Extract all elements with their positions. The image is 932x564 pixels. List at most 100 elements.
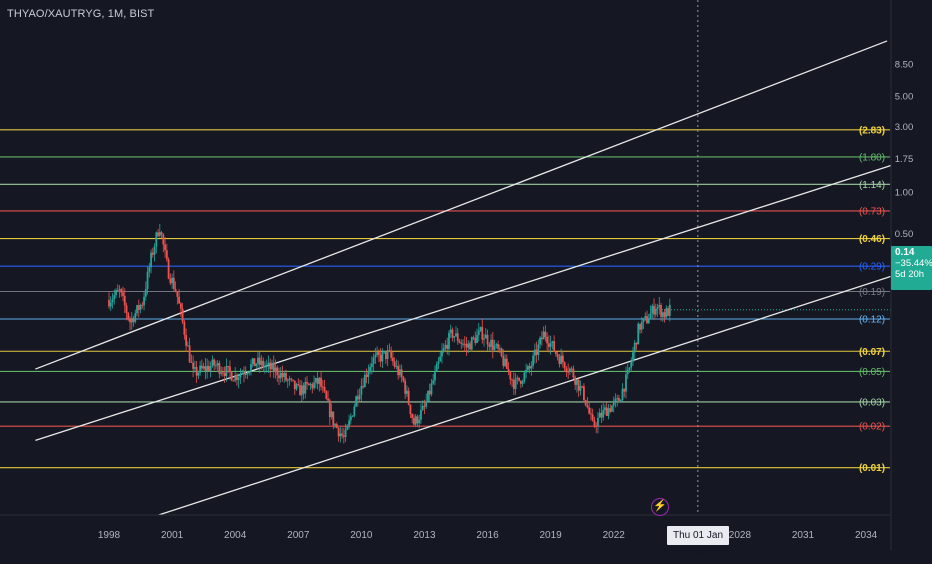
candle-body [215,365,217,367]
candle-body [190,361,193,363]
level-label: (0.19) [859,287,885,298]
candle-body [130,318,133,323]
candle-body [360,386,363,395]
x-tick-label: 2028 [729,530,752,541]
candle-body [428,390,431,395]
candle-body [498,348,501,350]
candle-body [470,337,473,350]
x-tick-label: 2016 [476,530,499,541]
lightning-icon[interactable]: ⚡ [651,498,669,516]
candle-body [379,354,382,362]
candle-body [472,337,475,339]
candle-body [572,368,575,378]
candle-body [192,362,195,369]
candle-body [229,366,231,373]
candle-body [495,344,498,346]
y-tick-label: 5.00 [895,91,914,102]
candle-body [540,337,543,340]
candle-body [521,381,524,384]
candle-body [483,338,485,340]
candle-body [137,305,140,310]
candle-body [437,361,440,364]
y-tick-label: 1.00 [895,188,914,199]
candle-body [349,416,352,421]
candle-body [455,333,457,337]
candle-body [337,427,340,437]
candle-body [288,378,291,381]
candle-body [605,407,608,416]
candle-body [197,372,200,376]
candle-body [630,361,633,368]
candle-body [281,372,284,378]
candle-body [563,362,566,369]
candle-body [113,295,116,300]
candle-body [167,259,170,279]
candle-body [453,336,456,338]
candle-body [561,355,564,363]
candle-body [339,433,342,437]
candle-body [144,289,147,297]
candle-body [584,399,587,406]
candle-body [220,372,223,374]
candle-body [381,352,384,362]
candle-body [384,351,387,359]
candle-body [660,304,662,317]
candle-body [162,234,165,245]
candle-body [122,292,124,296]
symbol-title: THYAO/XAUTRYG, 1M, BIST [7,8,155,20]
candle-body [120,289,123,293]
candle-body [635,342,638,345]
candle-body [500,348,503,357]
candle-body [661,312,664,317]
candle-body [383,351,386,353]
candle-body [590,413,592,415]
candle-body [348,420,350,426]
candle-body [612,401,615,406]
candle-body [237,377,240,381]
candle-body [178,296,180,304]
candle-body [432,380,435,384]
candle-body [591,414,594,421]
candle-body [206,365,209,371]
candle-body [421,405,424,410]
candle-body [148,267,151,272]
candle-body [260,360,263,365]
candle-body [448,332,450,350]
candle-body [642,318,645,323]
level-label: (1.80) [859,152,885,163]
candle-body [395,365,398,367]
candle-body [311,384,314,389]
candle-body [316,378,319,384]
candle-body [365,374,368,377]
candle-body [278,375,280,379]
candle-body [444,344,447,349]
candle-body [406,390,408,394]
candle-body [264,366,266,368]
candle-body [390,350,393,358]
candle-body [108,299,110,307]
candle-body [234,374,237,381]
x-tick-label: 2031 [792,530,815,541]
candle-body [530,365,533,369]
candle-body [204,366,207,371]
candle-body [232,380,235,382]
chart-canvas[interactable]: (2.83) (1.80) (1.14) (0.73) (0.46) (0.29) (0.1… [0,0,932,550]
candle-body [176,291,179,297]
candle-body [353,406,356,416]
candle-body [514,378,517,389]
candle-body [393,361,396,367]
candle-body [239,373,242,378]
candle-body [416,416,419,424]
candle-body [593,420,596,426]
candle-body [511,379,513,381]
candle-body [576,379,578,385]
candle-body [518,377,520,381]
candle-body [321,386,324,388]
candle-body [442,348,445,352]
y-tick-label: 8.50 [895,60,914,71]
candle-body [111,299,114,303]
candle-body [172,277,175,289]
candle-body [400,369,403,378]
candle-body [449,329,452,333]
